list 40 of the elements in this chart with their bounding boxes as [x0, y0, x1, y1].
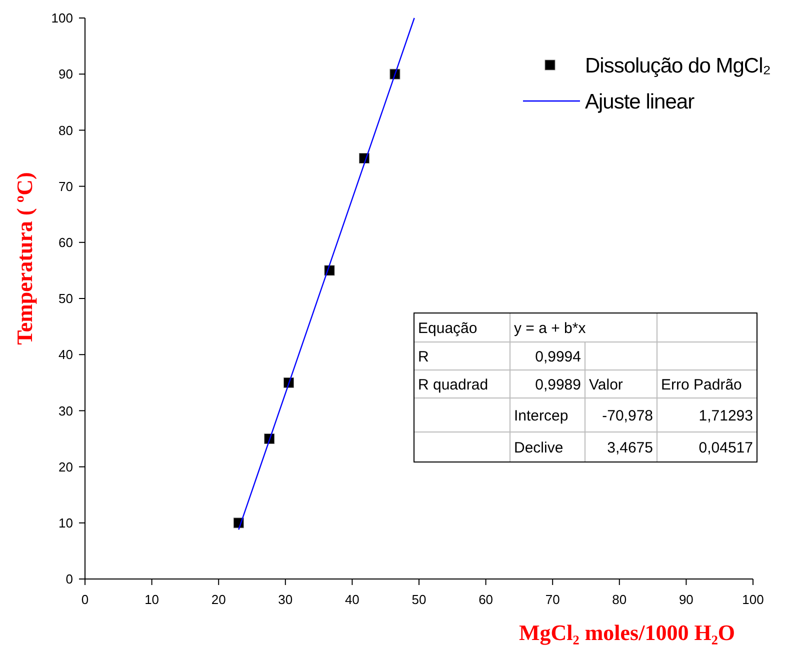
y-tick-label: 80 [58, 122, 73, 138]
y-tick-label: 30 [58, 403, 73, 418]
x-tick-label: 70 [545, 592, 560, 607]
legend-label: Ajuste linear [585, 90, 695, 114]
annotation: Intercep [514, 407, 568, 424]
annotation: 0,9994 [535, 348, 581, 366]
annotation: 0,04517 [698, 439, 753, 456]
y-tick-label: 40 [58, 347, 73, 362]
x-tick-label: 90 [678, 592, 694, 607]
y-tick-label: 0 [66, 572, 73, 587]
legend-label: Dissolução do MgCl₂ [585, 54, 771, 78]
x-tick-label: 20 [211, 592, 226, 607]
annotation: 3,4675 [607, 439, 653, 456]
y-axis-title: Temperatura ( ºC) [12, 172, 37, 345]
x-tick-label: 100 [742, 592, 764, 607]
x-tick-label: 0 [81, 592, 89, 607]
y-tick-label: 20 [58, 459, 73, 474]
annotation: y = a + b*x [514, 320, 586, 337]
y-tick-label: 90 [58, 66, 73, 82]
x-tick-label: 40 [344, 592, 360, 607]
annotation: 1,71293 [698, 407, 753, 424]
y-tick-label: 100 [51, 10, 73, 26]
y-tick-label: 50 [58, 291, 73, 306]
annotation: R [418, 348, 429, 366]
x-tick-label: 80 [612, 592, 627, 607]
annotation: Erro Padrão [661, 376, 742, 394]
x-tick-label: 10 [144, 592, 160, 607]
annotation: -70,978 [602, 407, 653, 424]
annotation: 0,9989 [535, 376, 581, 394]
y-tick-label: 10 [58, 515, 73, 530]
y-tick-label: 70 [58, 178, 73, 194]
x-axis-title: MgCl₂ moles/1000 H₂O [518, 620, 736, 645]
annotation: Declive [514, 439, 564, 456]
x-tick-label: 50 [412, 592, 426, 607]
annotation: R quadrad [418, 376, 488, 394]
annotation: Valor [589, 376, 623, 394]
x-tick-label: 60 [478, 592, 494, 607]
annotation: Equação [418, 320, 478, 337]
x-tick-label: 30 [278, 592, 293, 607]
y-tick-label: 60 [58, 234, 73, 250]
